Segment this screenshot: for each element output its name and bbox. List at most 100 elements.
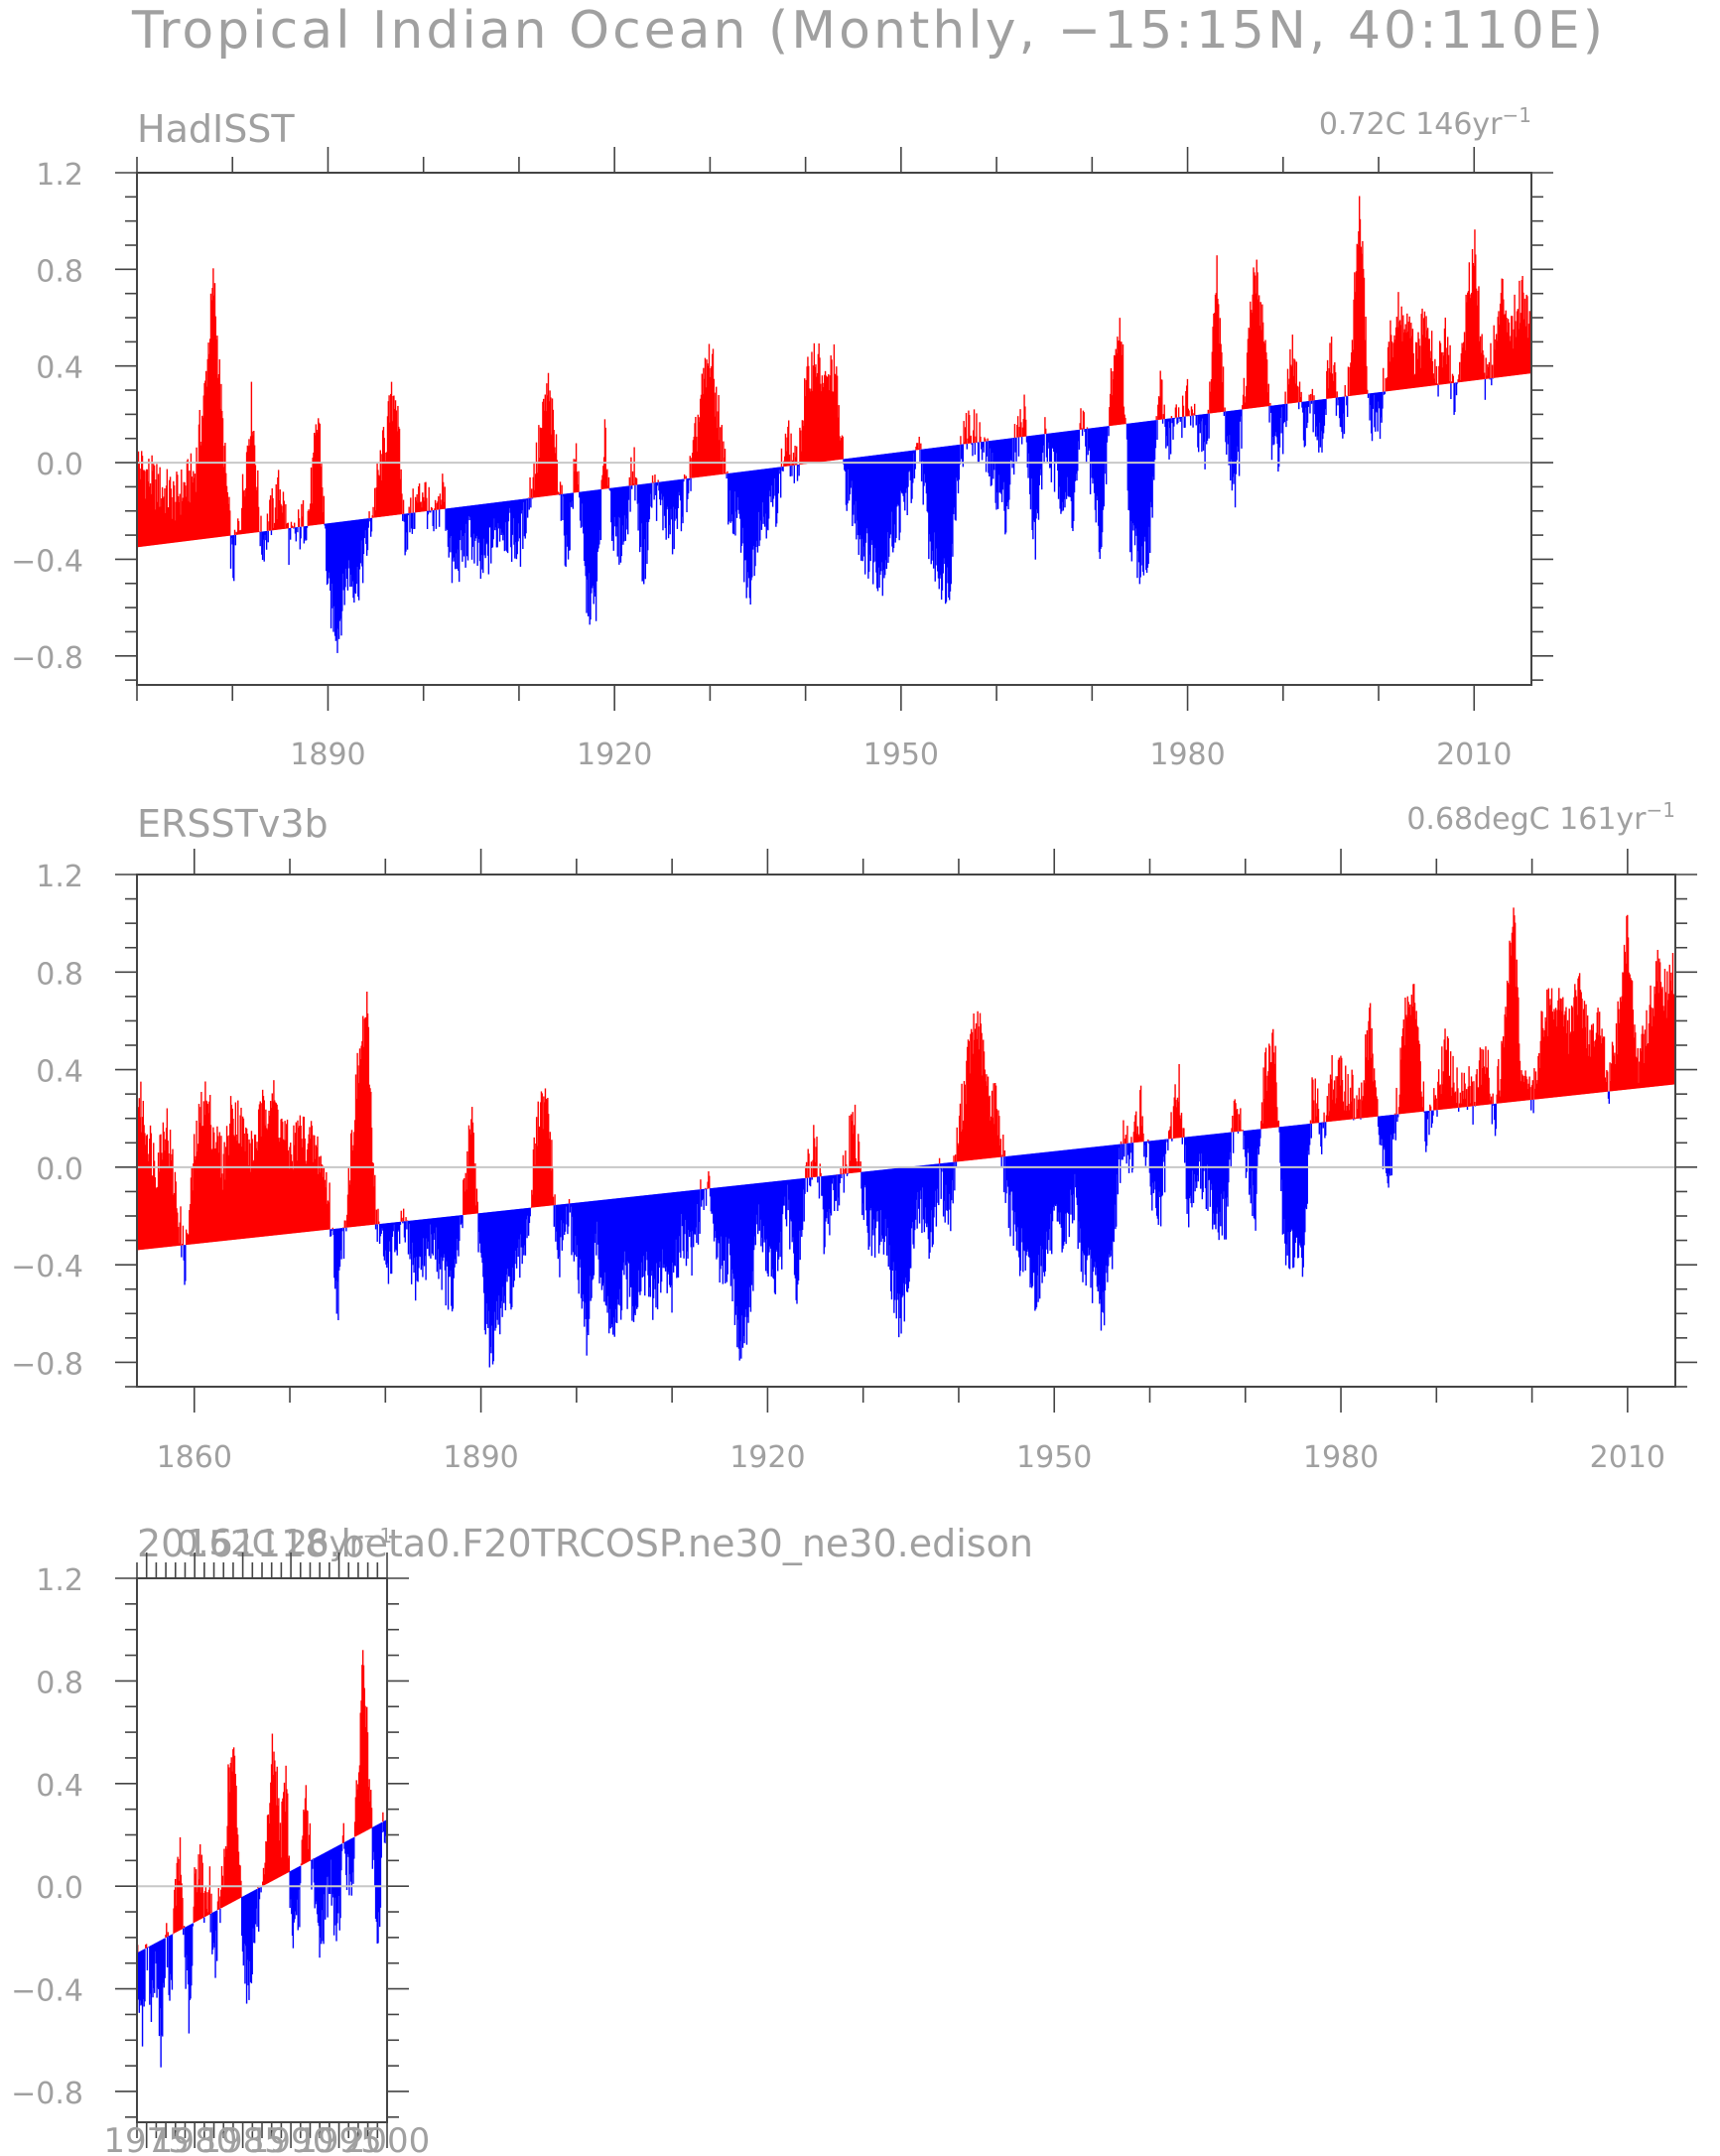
- anomaly-bar-below-trend: [1064, 431, 1066, 508]
- anomaly-bar-above-trend: [1523, 1075, 1525, 1101]
- anomaly-bar-below-trend: [1302, 1124, 1304, 1268]
- anomaly-bar-above-trend: [1503, 1047, 1506, 1103]
- anomaly-bar-above-trend: [314, 433, 316, 526]
- anomaly-bar-above-trend: [1332, 380, 1334, 398]
- anomaly-bar-below-trend: [811, 1177, 813, 1180]
- anomaly-bar-below-trend: [598, 1200, 600, 1283]
- anomaly-bar-above-trend: [212, 295, 215, 538]
- anomaly-bar-above-trend: [1219, 318, 1222, 413]
- anomaly-bar-above-trend: [1398, 1094, 1401, 1115]
- anomaly-bar-above-trend: [1648, 1023, 1651, 1088]
- anomaly-bar-below-trend: [361, 519, 363, 567]
- anomaly-bar-above-trend: [287, 1858, 290, 1873]
- anomaly-bar-below-trend: [880, 1169, 882, 1242]
- anomaly-bar-below-trend: [645, 1195, 648, 1252]
- anomaly-bar-below-trend: [243, 1895, 245, 1945]
- anomaly-bar-below-trend: [502, 501, 504, 541]
- anomaly-bar-below-trend: [880, 454, 882, 572]
- anomaly-bar-below-trend: [1378, 392, 1380, 402]
- anomaly-bar-below-trend: [1379, 1116, 1381, 1145]
- anomaly-bar-above-trend: [378, 1221, 380, 1225]
- anomaly-bar-above-trend: [1402, 1019, 1405, 1114]
- anomaly-bar-above-trend: [201, 417, 204, 540]
- anomaly-bar-below-trend: [443, 1217, 445, 1258]
- anomaly-bar-below-trend: [942, 1162, 945, 1217]
- anomaly-bar-above-trend: [377, 1208, 379, 1225]
- anomaly-bar-below-trend: [1210, 1134, 1212, 1184]
- anomaly-bar-below-trend: [617, 486, 619, 517]
- anomaly-bar-below-trend: [1320, 1122, 1322, 1147]
- anomaly-bar-below-trend: [351, 520, 353, 582]
- anomaly-bar-below-trend: [245, 1894, 248, 2004]
- anomaly-bar-below-trend: [781, 1180, 783, 1270]
- anomaly-bar-below-trend: [740, 1184, 743, 1316]
- anomaly-bar-above-trend: [198, 409, 200, 540]
- anomaly-bar-above-trend: [282, 1122, 284, 1235]
- anomaly-bar-below-trend: [888, 453, 891, 539]
- anomaly-bar-below-trend: [1241, 409, 1243, 449]
- anomaly-bar-below-trend: [297, 1867, 299, 1931]
- anomaly-bar-below-trend: [477, 1213, 479, 1253]
- anomaly-bar-above-trend: [1188, 410, 1190, 417]
- anomaly-bar-above-trend: [322, 512, 325, 524]
- anomaly-bar-below-trend: [956, 445, 958, 478]
- anomaly-bar-above-trend: [204, 370, 207, 539]
- anomaly-bar-below-trend: [457, 507, 459, 550]
- anomaly-bar-above-trend: [1670, 972, 1672, 1085]
- anomaly-bar-below-trend: [943, 1162, 946, 1201]
- anomaly-bar-above-trend: [472, 1133, 474, 1214]
- anomaly-bar-above-trend: [1418, 1043, 1421, 1113]
- anomaly-bar-below-trend: [945, 1162, 947, 1185]
- anomaly-bar-above-trend: [1440, 351, 1442, 385]
- anomaly-bar-above-trend: [354, 1120, 356, 1227]
- anomaly-bar-above-trend: [1577, 978, 1579, 1095]
- anomaly-bar-below-trend: [561, 1204, 564, 1251]
- anomaly-bar-above-trend: [357, 1784, 359, 1835]
- anomaly-bar-above-trend: [312, 1858, 315, 1859]
- anomaly-bar-above-trend: [1410, 994, 1413, 1113]
- anomaly-bar-below-trend: [649, 482, 651, 494]
- anomaly-bar-below-trend: [761, 1182, 764, 1253]
- anomaly-bar-above-trend: [1422, 318, 1425, 387]
- anomaly-bar-below-trend: [567, 493, 569, 547]
- anomaly-bar-below-trend: [481, 1212, 483, 1264]
- anomaly-bar-below-trend: [776, 467, 779, 514]
- anomaly-bar-below-trend: [936, 1163, 938, 1189]
- anomaly-bar-below-trend: [769, 1181, 771, 1247]
- anomaly-bar-above-trend: [1134, 1115, 1136, 1143]
- anomaly-bar-below-trend: [1493, 1104, 1495, 1106]
- anomaly-bar-above-trend: [1565, 1007, 1567, 1097]
- anomaly-bar-above-trend: [278, 500, 281, 530]
- anomaly-bar-below-trend: [1494, 1103, 1497, 1137]
- anomaly-bar-below-trend: [595, 489, 597, 621]
- anomaly-bar-above-trend: [790, 433, 792, 467]
- anomaly-bar-below-trend: [158, 1941, 160, 1989]
- anomaly-bar-above-trend: [1628, 972, 1631, 1090]
- trend-label-text: 0.52C 26yr: [177, 1524, 363, 1563]
- anomaly-bar-below-trend: [1137, 422, 1140, 563]
- anomaly-bar-below-trend: [685, 1190, 688, 1267]
- anomaly-bar-above-trend: [366, 1732, 369, 1830]
- anomaly-bar-below-trend: [614, 487, 616, 527]
- anomaly-bar-above-trend: [467, 1125, 470, 1215]
- anomaly-bar-above-trend: [842, 1154, 845, 1174]
- anomaly-bar-below-trend: [336, 1845, 338, 1924]
- anomaly-bar-above-trend: [975, 436, 977, 443]
- anomaly-bar-above-trend: [812, 365, 815, 464]
- anomaly-bar-above-trend: [244, 496, 246, 534]
- anomaly-bar-below-trend: [1494, 1103, 1496, 1121]
- anomaly-bar-below-trend: [727, 1186, 728, 1275]
- anomaly-bar-above-trend: [1390, 341, 1393, 391]
- anomaly-bar-below-trend: [1305, 401, 1307, 408]
- anomaly-bar-below-trend: [922, 449, 924, 505]
- anomaly-bar-below-trend: [526, 1208, 528, 1239]
- anomaly-bar-above-trend: [1327, 388, 1330, 399]
- anomaly-bar-below-trend: [429, 1218, 431, 1225]
- anomaly-bar-below-trend: [617, 1198, 619, 1305]
- anomaly-bar-below-trend: [785, 1179, 788, 1227]
- anomaly-bar-above-trend: [1562, 997, 1564, 1097]
- anomaly-bar-above-trend: [350, 1130, 353, 1228]
- anomaly-bar-above-trend: [1253, 267, 1255, 408]
- anomaly-bar-below-trend: [560, 1204, 563, 1221]
- x-tick-label: 1995: [296, 2121, 382, 2156]
